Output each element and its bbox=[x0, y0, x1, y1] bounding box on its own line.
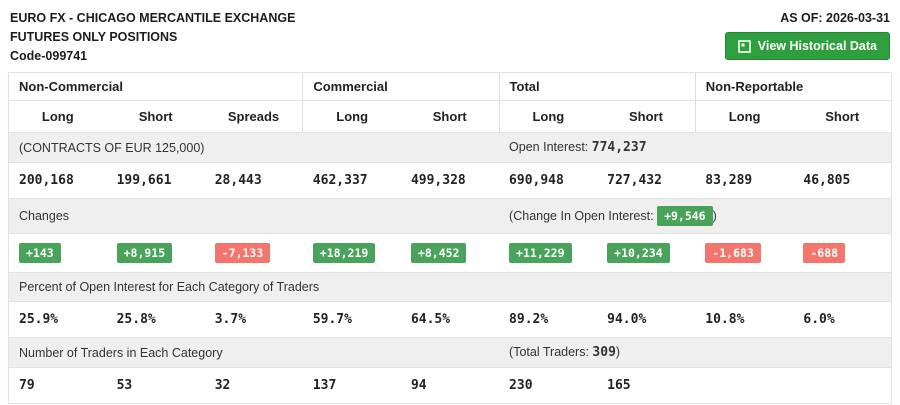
position-cell: 499,328 bbox=[400, 162, 500, 199]
change-oi-badge: +9,546 bbox=[657, 206, 713, 226]
view-historical-data-button[interactable]: View Historical Data bbox=[724, 32, 890, 60]
change-badge: +11,229 bbox=[509, 243, 572, 263]
position-cell: 28,443 bbox=[204, 162, 303, 199]
change-cell: +18,219 bbox=[302, 233, 401, 273]
percent-cell: 64.5% bbox=[400, 301, 500, 338]
position-cell: 83,289 bbox=[695, 162, 794, 199]
traders-row: 79 53 32 137 94 230 165 bbox=[8, 367, 892, 404]
percent-cell: 6.0% bbox=[793, 301, 892, 338]
cot-table: Non-Commercial Commercial Total Non-Repo… bbox=[8, 72, 892, 404]
paren-close: ) bbox=[712, 209, 717, 223]
percent-label: Percent of Open Interest for Each Catego… bbox=[8, 272, 892, 302]
change-badge: +8,915 bbox=[116, 243, 173, 263]
changes-label: Changes bbox=[8, 198, 500, 234]
col-header: Long bbox=[302, 100, 401, 133]
percent-cell: 25.8% bbox=[106, 301, 205, 338]
change-badge: +8,452 bbox=[410, 243, 467, 263]
col-header: Spreads bbox=[204, 100, 303, 133]
position-cell: 46,805 bbox=[793, 162, 892, 199]
open-interest-label: Open Interest: bbox=[509, 140, 589, 154]
view-historical-data-label: View Historical Data bbox=[757, 39, 877, 53]
change-badge: -1,683 bbox=[705, 243, 761, 263]
percents-row: 25.9% 25.8% 3.7% 59.7% 64.5% 89.2% 94.0%… bbox=[8, 301, 892, 338]
percent-cell: 94.0% bbox=[597, 301, 696, 338]
col-header: Long bbox=[694, 100, 794, 133]
traders-cell: 79 bbox=[8, 367, 107, 404]
traders-cell-empty bbox=[793, 367, 892, 404]
open-interest-value: 774,237 bbox=[591, 140, 647, 155]
contracts-row: (CONTRACTS OF EUR 125,000) Open Interest… bbox=[8, 132, 892, 163]
change-badge: -688 bbox=[803, 243, 846, 263]
positions-row: 200,168 199,661 28,443 462,337 499,328 6… bbox=[8, 162, 892, 199]
changes-label-row: Changes (Change In Open Interest: +9,546… bbox=[8, 198, 892, 234]
total-traders-value: 309 bbox=[592, 345, 616, 360]
group-header-total: Total bbox=[498, 72, 696, 101]
paren-close: ) bbox=[615, 345, 621, 359]
report-titles: EURO FX - CHICAGO MERCANTILE EXCHANGE FU… bbox=[10, 9, 295, 65]
change-cell: -7,133 bbox=[204, 233, 303, 273]
group-header-row: Non-Commercial Commercial Total Non-Repo… bbox=[8, 72, 892, 101]
change-cell: +8,452 bbox=[400, 233, 500, 273]
change-in-open-interest: (Change In Open Interest: +9,546) bbox=[499, 198, 892, 234]
traders-cell: 32 bbox=[204, 367, 303, 404]
percent-cell: 10.8% bbox=[695, 301, 794, 338]
open-interest: Open Interest: 774,237 bbox=[499, 132, 892, 163]
group-header-non-reportable: Non-Reportable bbox=[694, 72, 892, 101]
position-cell: 727,432 bbox=[597, 162, 696, 199]
percent-cell: 59.7% bbox=[302, 301, 401, 338]
change-oi-label: (Change In Open Interest: bbox=[509, 209, 654, 223]
group-header-non-commercial: Non-Commercial bbox=[8, 72, 303, 101]
position-cell: 200,168 bbox=[8, 162, 107, 199]
col-header: Short bbox=[106, 100, 205, 133]
position-cell: 690,948 bbox=[499, 162, 598, 199]
column-header-row: Long Short Spreads Long Short Long Short… bbox=[8, 100, 892, 133]
percent-cell: 89.2% bbox=[499, 301, 598, 338]
percent-label-row: Percent of Open Interest for Each Catego… bbox=[8, 272, 892, 302]
col-header: Short bbox=[793, 100, 892, 133]
change-badge: +18,219 bbox=[312, 243, 376, 263]
percent-cell: 25.9% bbox=[8, 301, 107, 338]
traders-cell-empty bbox=[695, 367, 794, 404]
traders-cell: 94 bbox=[400, 367, 500, 404]
group-header-commercial: Commercial bbox=[302, 72, 500, 101]
change-badge: -7,133 bbox=[214, 243, 271, 263]
report-code: Code-099741 bbox=[10, 48, 88, 63]
traders-label-row: Number of Traders in Each Category (Tota… bbox=[8, 337, 892, 368]
position-cell: 199,661 bbox=[106, 162, 205, 199]
page-header: EURO FX - CHICAGO MERCANTILE EXCHANGE FU… bbox=[0, 0, 900, 72]
position-cell: 462,337 bbox=[302, 162, 401, 199]
header-right: AS OF: 2026-03-31 View Historical Data bbox=[724, 9, 890, 60]
change-cell: -1,683 bbox=[695, 233, 794, 273]
col-header: Short bbox=[597, 100, 696, 133]
traders-cell: 165 bbox=[597, 367, 696, 404]
total-traders: (Total Traders: 309) bbox=[499, 337, 892, 368]
change-cell: +143 bbox=[8, 233, 107, 273]
total-traders-label: (Total Traders: bbox=[509, 345, 589, 359]
historical-data-icon bbox=[737, 39, 751, 53]
change-cell: +8,915 bbox=[106, 233, 205, 273]
traders-cell: 137 bbox=[302, 367, 401, 404]
changes-row: +143 +8,915 -7,133 +18,219 +8,452 +11,22… bbox=[8, 233, 892, 273]
col-header: Short bbox=[400, 100, 500, 133]
contracts-label: (CONTRACTS OF EUR 125,000) bbox=[8, 132, 500, 163]
traders-cell: 53 bbox=[106, 367, 205, 404]
percent-cell: 3.7% bbox=[204, 301, 303, 338]
change-badge: +10,234 bbox=[607, 243, 670, 263]
col-header: Long bbox=[8, 100, 107, 133]
as-of-date: AS OF: 2026-03-31 bbox=[780, 11, 890, 25]
traders-label: Number of Traders in Each Category bbox=[8, 337, 500, 368]
change-cell: +10,234 bbox=[597, 233, 696, 273]
report-subtitle: FUTURES ONLY POSITIONS bbox=[10, 29, 178, 44]
change-cell: +11,229 bbox=[499, 233, 598, 273]
change-badge: +143 bbox=[19, 243, 61, 263]
col-header: Long bbox=[498, 100, 598, 133]
change-cell: -688 bbox=[793, 233, 892, 273]
traders-cell: 230 bbox=[499, 367, 598, 404]
report-title: EURO FX - CHICAGO MERCANTILE EXCHANGE bbox=[10, 11, 296, 25]
